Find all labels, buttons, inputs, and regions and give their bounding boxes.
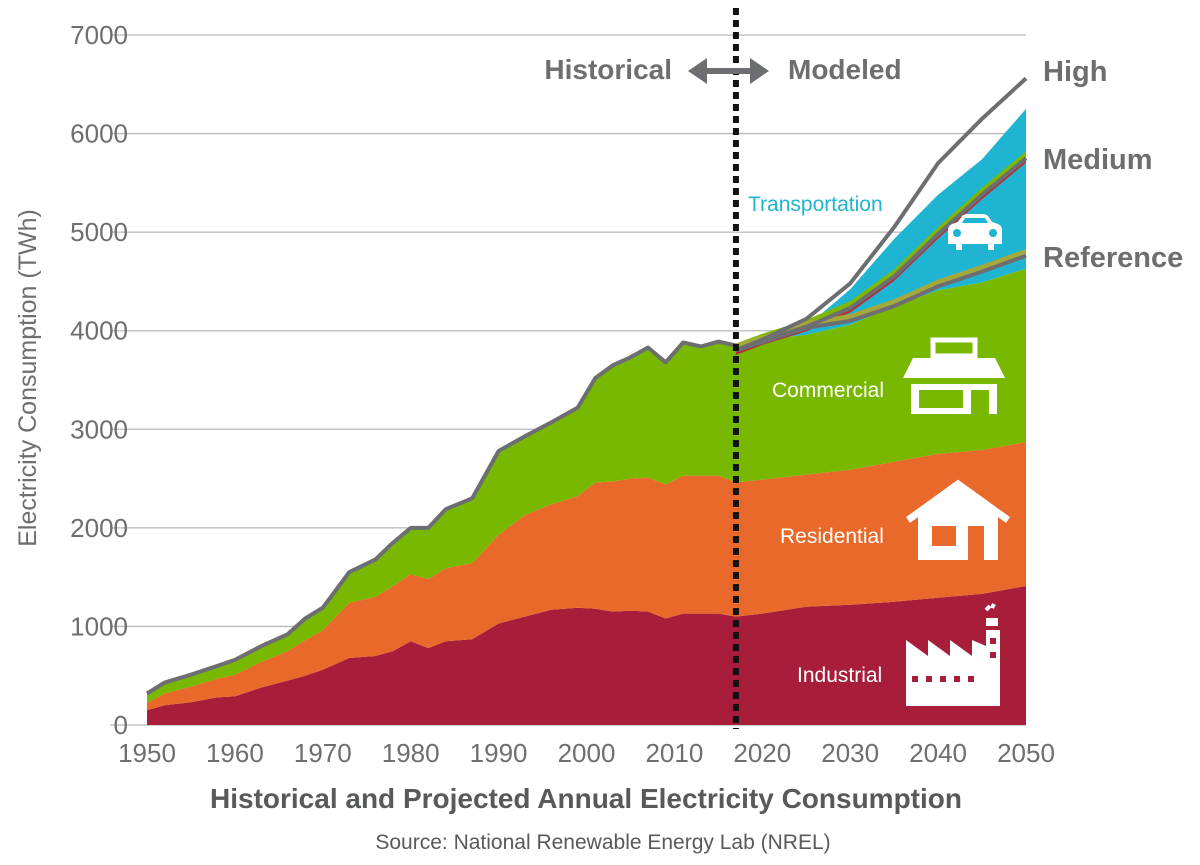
x-tick-label: 1950	[118, 738, 176, 768]
x-tick-label: 1970	[294, 738, 352, 768]
area-industrial	[147, 586, 1026, 725]
x-tick-label: 1990	[470, 738, 528, 768]
x-tick-label: 2010	[645, 738, 703, 768]
x-tick-label: 1960	[206, 738, 264, 768]
factory-icon	[906, 603, 1000, 706]
transportation-label: Transportation	[748, 193, 883, 216]
y-tick-label: 0	[114, 710, 128, 740]
x-tick-label: 2020	[733, 738, 791, 768]
x-tick-label: 2040	[909, 738, 967, 768]
y-tick-label: 7000	[70, 20, 128, 50]
area-residential	[147, 442, 1026, 711]
scenario-line-reference	[735, 253, 1027, 353]
y-tick-label: 1000	[70, 611, 128, 641]
historical-total-line	[145, 339, 737, 696]
y-tick-label: 4000	[70, 316, 128, 346]
y-tick-label: 5000	[70, 217, 128, 247]
industrial-label: Industrial	[797, 664, 882, 687]
residential-label: Residential	[780, 525, 884, 548]
area-commercial	[147, 268, 1026, 704]
x-axis-label: Historical and Projected Annual Electric…	[210, 783, 962, 814]
double-arrow-icon	[688, 58, 769, 84]
scenario-label-medium: Medium	[1043, 144, 1153, 176]
x-tick-label: 2030	[821, 738, 879, 768]
historical-label: Historical	[544, 54, 672, 85]
y-tick-label: 3000	[70, 414, 128, 444]
modeled-label: Modeled	[788, 54, 902, 85]
scenario-lines	[145, 76, 1028, 696]
y-axis-label: Electricity Consumption (TWh)	[14, 209, 42, 547]
scenario-line-high	[735, 76, 1028, 353]
commercial-label: Commercial	[772, 379, 884, 402]
y-tick-labels: 0 1000 2000 3000 4000 5000 6000 7000	[70, 20, 128, 740]
x-tick-labels: 1950 1960 1970 1980 1990 2000 2010 2020 2030 2040…	[118, 738, 1055, 768]
x-tick-label: 2050	[997, 738, 1055, 768]
x-tick-label: 1980	[382, 738, 440, 768]
y-tick-label: 2000	[70, 513, 128, 543]
source-note: Source: National Renewable Energy Lab (N…	[375, 831, 830, 854]
stacked-areas	[147, 108, 1026, 725]
car-icon	[948, 214, 1002, 250]
x-tick-label: 2000	[558, 738, 616, 768]
scenario-label-reference: Reference	[1043, 242, 1183, 274]
store-icon	[903, 337, 1005, 414]
house-icon	[905, 479, 1011, 560]
scenario-label-high: High	[1043, 56, 1107, 88]
y-tick-label: 6000	[70, 119, 128, 149]
